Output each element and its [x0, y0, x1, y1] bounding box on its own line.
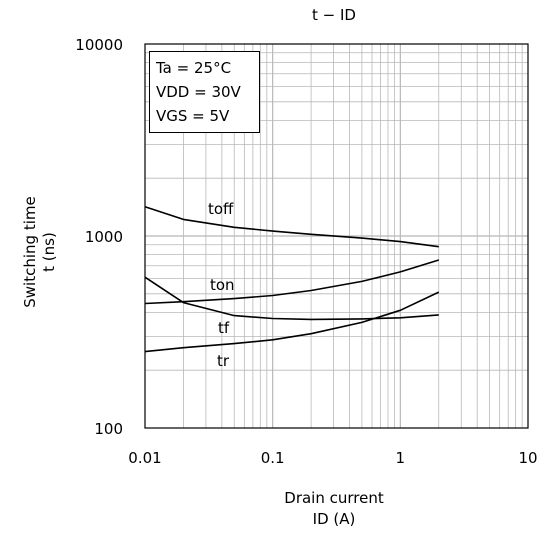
series-line-tf	[144, 276, 439, 321]
x-tick-label: 0.01	[128, 449, 161, 467]
plot-frame	[144, 43, 529, 429]
x-axis-label-line2: ID (A)	[312, 510, 356, 528]
condition-temperature: Ta = 25°C	[156, 59, 232, 77]
series-label-toff: toff	[208, 200, 234, 218]
y-axis-label-line1: Switching time	[21, 196, 39, 308]
condition-vdd: VDD = 30V	[156, 83, 241, 101]
x-tick-label: 10	[518, 449, 537, 467]
y-tick-label: 1000	[85, 228, 123, 246]
condition-vgs: VGS = 5V	[156, 107, 230, 125]
x-axis-label: Drain current ID (A)	[270, 488, 398, 530]
y-tick-label: 10000	[75, 36, 123, 54]
series-label-tf: tf	[218, 319, 230, 337]
y-axis-label-line2: t (ns)	[40, 232, 58, 272]
conditions-box: Ta = 25°C VDD = 30V VGS = 5V	[149, 51, 260, 133]
y-tick-label: 100	[94, 420, 123, 438]
x-tick-label: 1	[396, 449, 406, 467]
x-axis-label-line1: Drain current	[284, 489, 384, 507]
series-line-toff	[144, 206, 439, 248]
chart-title: t − ID	[312, 6, 356, 24]
series-label-tr: tr	[217, 352, 230, 370]
series-label-ton: ton	[210, 276, 235, 294]
x-tick-label: 0.1	[261, 449, 285, 467]
series-line-tr	[144, 291, 440, 353]
series-line-ton	[144, 259, 440, 305]
y-axis-label: Switching time t (ns)	[21, 172, 59, 332]
